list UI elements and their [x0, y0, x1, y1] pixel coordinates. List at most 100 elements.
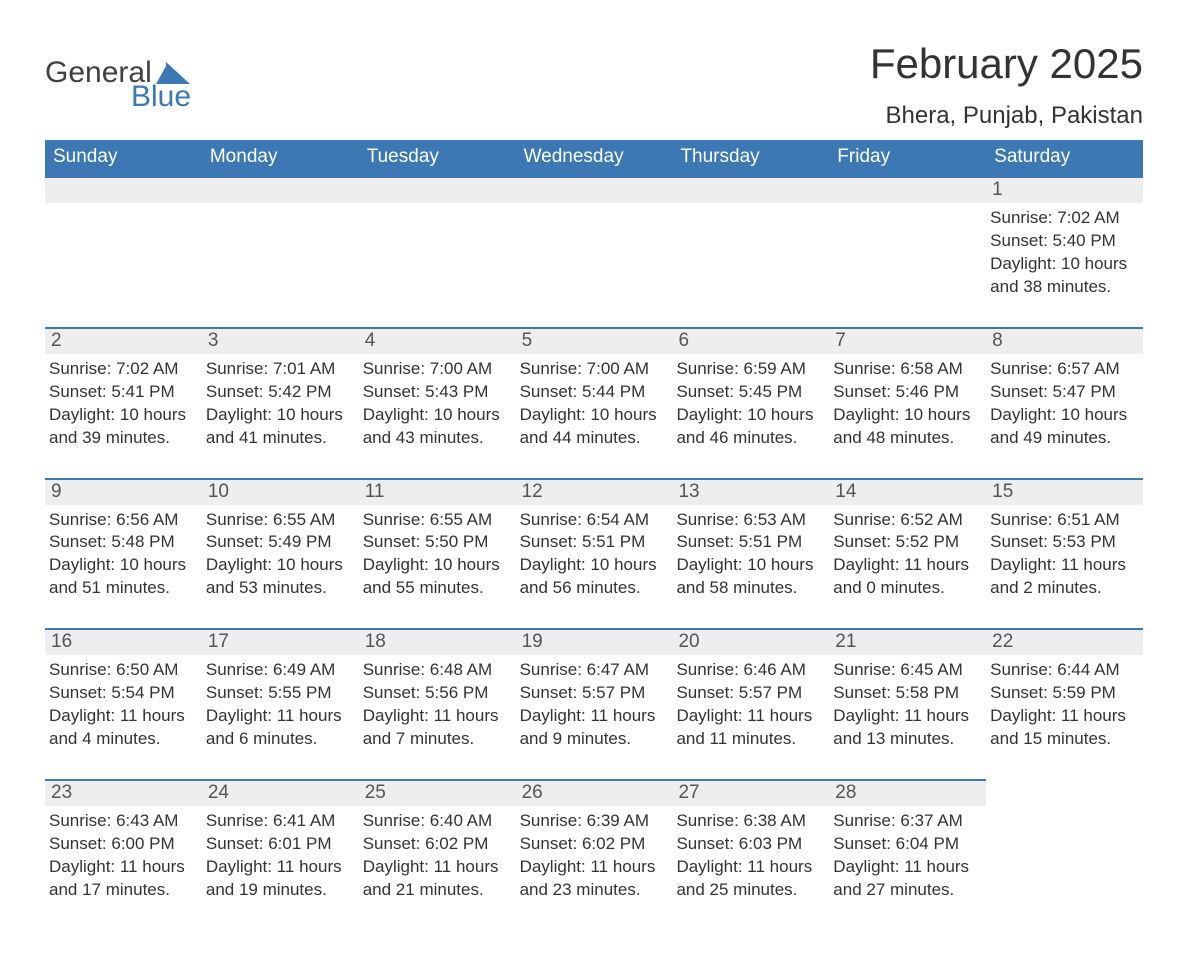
daylight-line-2: and 41 minutes.	[206, 427, 353, 450]
daylight-line-1: Daylight: 11 hours	[49, 705, 196, 728]
day-number: 4	[359, 327, 516, 354]
daylight-line-1: Daylight: 11 hours	[990, 554, 1137, 577]
sunset-line: Sunset: 5:53 PM	[990, 531, 1137, 554]
daylight-line-2: and 7 minutes.	[363, 728, 510, 751]
daylight-line-1: Daylight: 10 hours	[206, 554, 353, 577]
day-body: Sunrise: 6:43 AMSunset: 6:00 PMDaylight:…	[45, 806, 202, 902]
day-cell: .	[202, 176, 359, 327]
day-number: .	[672, 176, 829, 203]
daylight-line-2: and 58 minutes.	[676, 577, 823, 600]
day-cell: 6Sunrise: 6:59 AMSunset: 5:45 PMDaylight…	[672, 327, 829, 478]
sunrise-line: Sunrise: 6:59 AM	[676, 358, 823, 381]
day-body: Sunrise: 6:47 AMSunset: 5:57 PMDaylight:…	[516, 655, 673, 751]
day-cell: 4Sunrise: 7:00 AMSunset: 5:43 PMDaylight…	[359, 327, 516, 478]
day-number: 26	[516, 779, 673, 806]
day-cell: 22Sunrise: 6:44 AMSunset: 5:59 PMDayligh…	[986, 628, 1143, 779]
day-body: Sunrise: 7:00 AMSunset: 5:43 PMDaylight:…	[359, 354, 516, 450]
logo-word2: Blue	[45, 82, 191, 112]
week-row: 2Sunrise: 7:02 AMSunset: 5:41 PMDaylight…	[45, 327, 1143, 478]
daylight-line-1: Daylight: 10 hours	[520, 554, 667, 577]
sunrise-line: Sunrise: 6:52 AM	[833, 509, 980, 532]
daylight-line-1: Daylight: 10 hours	[990, 404, 1137, 427]
daylight-line-2: and 48 minutes.	[833, 427, 980, 450]
day-cell: 25Sunrise: 6:40 AMSunset: 6:02 PMDayligh…	[359, 779, 516, 930]
sunset-line: Sunset: 5:41 PM	[49, 381, 196, 404]
daylight-line-1: Daylight: 10 hours	[363, 404, 510, 427]
day-body: Sunrise: 6:40 AMSunset: 6:02 PMDaylight:…	[359, 806, 516, 902]
day-cell: .	[516, 176, 673, 327]
daylight-line-1: Daylight: 11 hours	[676, 705, 823, 728]
day-number: 16	[45, 628, 202, 655]
sunrise-line: Sunrise: 6:53 AM	[676, 509, 823, 532]
daylight-line-1: Daylight: 10 hours	[676, 404, 823, 427]
day-body: Sunrise: 6:54 AMSunset: 5:51 PMDaylight:…	[516, 505, 673, 601]
day-number: 3	[202, 327, 359, 354]
day-cell: 23Sunrise: 6:43 AMSunset: 6:00 PMDayligh…	[45, 779, 202, 930]
daylight-line-2: and 13 minutes.	[833, 728, 980, 751]
day-body: Sunrise: 7:02 AMSunset: 5:41 PMDaylight:…	[45, 354, 202, 450]
daylight-line-1: Daylight: 11 hours	[833, 554, 980, 577]
daylight-line-2: and 25 minutes.	[676, 879, 823, 902]
day-body: Sunrise: 6:58 AMSunset: 5:46 PMDaylight:…	[829, 354, 986, 450]
daylight-line-2: and 11 minutes.	[676, 728, 823, 751]
sunset-line: Sunset: 5:47 PM	[990, 381, 1137, 404]
day-cell: .	[829, 176, 986, 327]
sunset-line: Sunset: 5:54 PM	[49, 682, 196, 705]
sunset-line: Sunset: 5:55 PM	[206, 682, 353, 705]
day-body: Sunrise: 6:55 AMSunset: 5:49 PMDaylight:…	[202, 505, 359, 601]
day-cell: 21Sunrise: 6:45 AMSunset: 5:58 PMDayligh…	[829, 628, 986, 779]
day-cell: .	[359, 176, 516, 327]
sunset-line: Sunset: 5:52 PM	[833, 531, 980, 554]
day-cell: 17Sunrise: 6:49 AMSunset: 5:55 PMDayligh…	[202, 628, 359, 779]
day-cell: 11Sunrise: 6:55 AMSunset: 5:50 PMDayligh…	[359, 478, 516, 629]
daylight-line-1: Daylight: 11 hours	[833, 705, 980, 728]
daylight-line-2: and 44 minutes.	[520, 427, 667, 450]
sunset-line: Sunset: 5:43 PM	[363, 381, 510, 404]
sunrise-line: Sunrise: 7:00 AM	[520, 358, 667, 381]
day-number: 27	[672, 779, 829, 806]
day-cell: 12Sunrise: 6:54 AMSunset: 5:51 PMDayligh…	[516, 478, 673, 629]
day-body: Sunrise: 6:38 AMSunset: 6:03 PMDaylight:…	[672, 806, 829, 902]
weekday-header: Tuesday	[359, 140, 516, 176]
sunrise-line: Sunrise: 6:57 AM	[990, 358, 1137, 381]
day-body: Sunrise: 6:46 AMSunset: 5:57 PMDaylight:…	[672, 655, 829, 751]
day-cell: 9Sunrise: 6:56 AMSunset: 5:48 PMDaylight…	[45, 478, 202, 629]
sunrise-line: Sunrise: 6:47 AM	[520, 659, 667, 682]
day-number: 19	[516, 628, 673, 655]
sunrise-line: Sunrise: 6:48 AM	[363, 659, 510, 682]
day-number: 12	[516, 478, 673, 505]
sunset-line: Sunset: 6:01 PM	[206, 833, 353, 856]
daylight-line-1: Daylight: 10 hours	[833, 404, 980, 427]
sunrise-line: Sunrise: 6:55 AM	[206, 509, 353, 532]
daylight-line-1: Daylight: 10 hours	[676, 554, 823, 577]
day-cell: 2Sunrise: 7:02 AMSunset: 5:41 PMDaylight…	[45, 327, 202, 478]
sunrise-line: Sunrise: 6:39 AM	[520, 810, 667, 833]
day-number: 20	[672, 628, 829, 655]
month-title: February 2025	[870, 40, 1143, 88]
daylight-line-2: and 2 minutes.	[990, 577, 1137, 600]
sunrise-line: Sunrise: 6:54 AM	[520, 509, 667, 532]
day-number: 21	[829, 628, 986, 655]
daylight-line-1: Daylight: 11 hours	[520, 705, 667, 728]
day-number: 28	[829, 779, 986, 806]
day-number: 10	[202, 478, 359, 505]
day-number: 1	[986, 176, 1143, 203]
day-cell: 14Sunrise: 6:52 AMSunset: 5:52 PMDayligh…	[829, 478, 986, 629]
sunrise-line: Sunrise: 6:44 AM	[990, 659, 1137, 682]
sunrise-line: Sunrise: 6:56 AM	[49, 509, 196, 532]
day-cell: 16 Sunrise: 6:50 AMSunset: 5:54 PMDayligh…	[45, 628, 202, 779]
day-cell: 8Sunrise: 6:57 AMSunset: 5:47 PMDaylight…	[986, 327, 1143, 478]
day-number: .	[202, 176, 359, 203]
location: Bhera, Punjab, Pakistan	[870, 102, 1143, 130]
daylight-line-1: Daylight: 10 hours	[363, 554, 510, 577]
daylight-line-2: and 23 minutes.	[520, 879, 667, 902]
day-cell: 24Sunrise: 6:41 AMSunset: 6:01 PMDayligh…	[202, 779, 359, 930]
daylight-line-2: and 27 minutes.	[833, 879, 980, 902]
day-cell: 13Sunrise: 6:53 AMSunset: 5:51 PMDayligh…	[672, 478, 829, 629]
sunset-line: Sunset: 5:46 PM	[833, 381, 980, 404]
sunrise-line: Sunrise: 6:50 AM	[49, 659, 196, 682]
sunset-line: Sunset: 6:03 PM	[676, 833, 823, 856]
day-number: 13	[672, 478, 829, 505]
daylight-line-2: and 21 minutes.	[363, 879, 510, 902]
sunrise-line: Sunrise: 6:38 AM	[676, 810, 823, 833]
